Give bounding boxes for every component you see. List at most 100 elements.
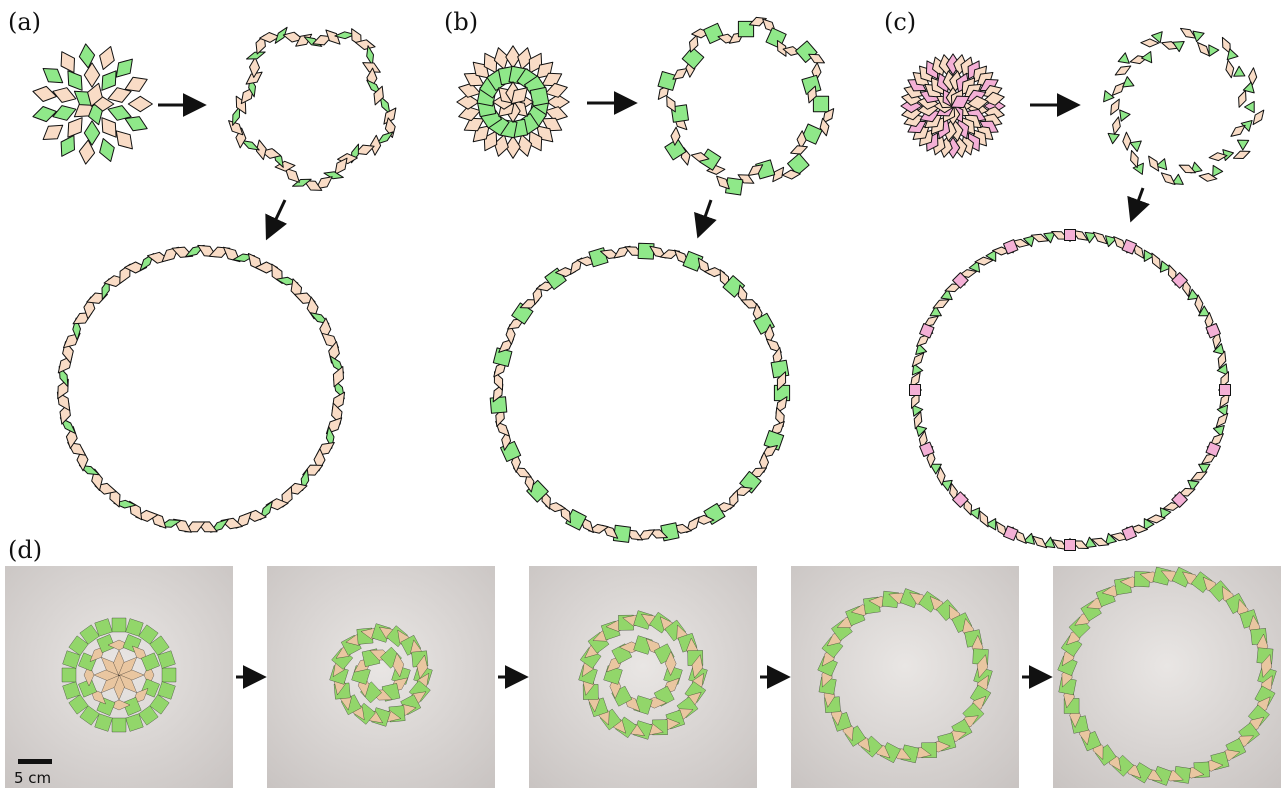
rhombus-tile bbox=[569, 257, 583, 275]
rhombus-tile bbox=[1110, 98, 1120, 116]
triangle-tile bbox=[985, 249, 997, 262]
rhombus-tile bbox=[759, 451, 769, 473]
rhombus-tile bbox=[1113, 236, 1127, 251]
rhombus-tile bbox=[1220, 371, 1229, 389]
square-tile bbox=[565, 509, 587, 531]
triangle-tile bbox=[1187, 479, 1200, 492]
photo-rhombus-tile bbox=[976, 654, 988, 678]
rhombus-tile bbox=[1252, 109, 1265, 126]
rhombus-tile bbox=[1190, 471, 1208, 481]
pink-square-tile bbox=[1003, 525, 1019, 541]
panel-label-a: (a) bbox=[8, 8, 41, 36]
thin-rhombus-tile bbox=[366, 45, 374, 66]
triangle-tile bbox=[1143, 518, 1155, 531]
pink-square-tile bbox=[1171, 491, 1188, 508]
rhombus-tile bbox=[781, 169, 801, 180]
triangle-tile bbox=[1240, 120, 1253, 132]
triangle-tile bbox=[1105, 532, 1117, 545]
thin-rhombus-tile bbox=[246, 51, 266, 60]
photo-square-tile bbox=[94, 713, 113, 732]
rhombus-tile bbox=[689, 34, 699, 53]
triangle-tile bbox=[1103, 90, 1115, 103]
pink-square-tile bbox=[1064, 539, 1076, 551]
photo-square-tile bbox=[157, 681, 176, 700]
rhombus-tile bbox=[659, 249, 680, 259]
panel-b-group bbox=[456, 16, 835, 543]
photo-square-tile bbox=[161, 667, 177, 683]
thin-rhombus-tile bbox=[334, 31, 356, 40]
rhombus-tile bbox=[107, 87, 132, 103]
rhombus-tile bbox=[936, 466, 946, 486]
square-tile bbox=[657, 71, 678, 91]
photo-square-tile bbox=[138, 624, 159, 645]
rhombus-tile bbox=[1140, 38, 1160, 48]
rhombus-tile bbox=[228, 120, 244, 136]
photo-rhombus-tile bbox=[392, 652, 404, 678]
thin-rhombus-tile bbox=[232, 106, 241, 126]
rhombus-tile bbox=[1013, 529, 1027, 544]
photo-square-tile bbox=[94, 618, 113, 637]
rhombus-tile bbox=[1198, 172, 1218, 182]
panel-a-arrow-down bbox=[265, 199, 288, 241]
square-tile bbox=[489, 396, 508, 414]
rhombus-tile bbox=[1146, 514, 1166, 524]
pink-square-tile bbox=[1064, 229, 1076, 241]
panel-a-compact-tiling bbox=[32, 43, 153, 165]
triangle-tile bbox=[968, 260, 981, 273]
panel-b-fully-expanded-ring bbox=[489, 242, 791, 543]
triangle-tile bbox=[968, 507, 981, 520]
rhombus-tile bbox=[332, 366, 344, 388]
panel-c-compact-tiling bbox=[900, 53, 1006, 159]
triangle-tile bbox=[911, 363, 924, 376]
rhombus-tile bbox=[1151, 252, 1161, 270]
rhombus-tile bbox=[916, 333, 931, 347]
pink-square-tile bbox=[952, 491, 969, 508]
rhombus-tile bbox=[99, 46, 115, 70]
photo-square-tile bbox=[68, 635, 89, 656]
triangle-tile bbox=[1159, 260, 1172, 273]
panel-a-fully-expanded-ring bbox=[56, 244, 346, 533]
triangle-tile bbox=[1212, 164, 1224, 178]
square-tile bbox=[492, 347, 513, 367]
rhombus-tile bbox=[78, 139, 96, 165]
triangle-tile bbox=[929, 305, 942, 317]
scale-bar-label: 5 cm bbox=[14, 769, 51, 787]
triangle-tile bbox=[1129, 140, 1142, 152]
photo-square-tile bbox=[79, 705, 100, 726]
rhombus-tile bbox=[1221, 36, 1231, 55]
photo-rhombus-tile bbox=[118, 657, 137, 676]
rhombus-tile bbox=[1030, 233, 1049, 243]
rhombus-tile bbox=[1032, 535, 1048, 549]
triangle-tile bbox=[940, 479, 953, 492]
rhombus-tile bbox=[716, 175, 730, 190]
pink-square-tile bbox=[909, 384, 921, 396]
photo-3 bbox=[529, 566, 757, 788]
rhombus-tile bbox=[115, 130, 133, 150]
photo-square-tile bbox=[1254, 685, 1276, 707]
square-tile bbox=[773, 384, 791, 402]
panel-c-partially-expanded bbox=[1103, 27, 1265, 185]
rhombus-tile bbox=[1130, 150, 1139, 169]
photo-square-tile bbox=[1171, 566, 1193, 588]
rhombus-tile bbox=[1197, 42, 1210, 57]
triangle-tile bbox=[1172, 41, 1185, 53]
triangle-tile bbox=[1226, 48, 1239, 61]
photo-rhombus-tile bbox=[101, 657, 120, 676]
square-tile bbox=[699, 148, 722, 171]
rhombus-tile bbox=[32, 106, 57, 123]
rhombus-tile bbox=[124, 76, 148, 92]
photo-rhombus-tile bbox=[416, 654, 428, 679]
photo-5 bbox=[1053, 566, 1281, 788]
rhombus-tile bbox=[1092, 231, 1108, 245]
rhombus-tile bbox=[127, 95, 153, 113]
pink-square-tile bbox=[1171, 272, 1188, 289]
triangle-tile bbox=[1198, 305, 1211, 317]
square-tile bbox=[637, 242, 655, 260]
rhombus-tile bbox=[124, 116, 148, 132]
triangle-tile bbox=[1151, 31, 1163, 44]
triangle-tile bbox=[1084, 231, 1097, 244]
rhombus-tile bbox=[992, 246, 1011, 256]
rhombus-tile bbox=[950, 95, 970, 109]
rhombus-tile bbox=[1217, 350, 1227, 369]
photo-square-tile bbox=[68, 694, 89, 715]
